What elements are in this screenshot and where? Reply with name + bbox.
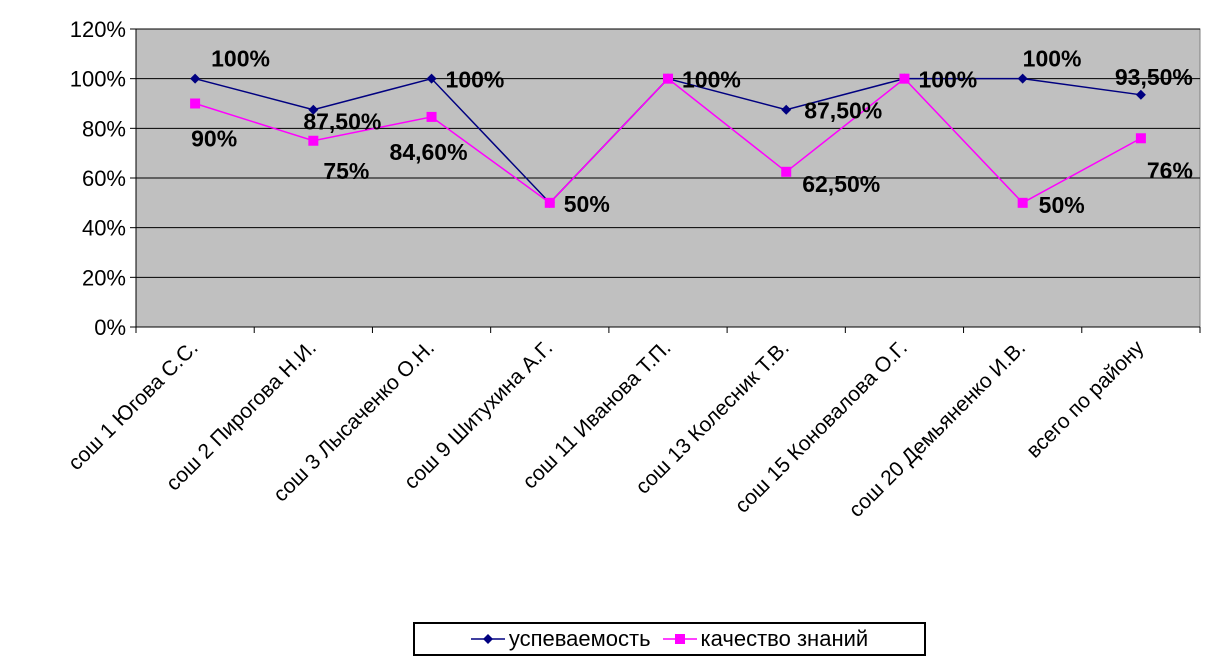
y-tick-label: 100% [70, 67, 126, 92]
data-point-series-2 [308, 135, 319, 146]
data-point-series-2 [899, 73, 910, 84]
y-tick-label: 0% [94, 315, 126, 340]
axes [130, 28, 1201, 333]
data-point-series-2 [190, 98, 201, 109]
data-label-series-2: 50% [1039, 192, 1085, 218]
data-label-series-2: 75% [323, 158, 369, 184]
data-label-series-1: 93,50% [1115, 64, 1193, 90]
data-point-series-2 [1017, 197, 1028, 208]
data-point-series-2 [663, 73, 673, 84]
data-point-series-1 [308, 104, 319, 115]
legend: успеваемость качество знаний [413, 622, 926, 656]
data-label-series-1: 100% [1023, 46, 1082, 72]
data-label-series-2: 62,50% [802, 171, 880, 197]
x-category-label: сош 1 Югова С.С. [64, 336, 203, 475]
data-label-series-1: 100% [446, 67, 505, 93]
legend-label-series-1: успеваемость [508, 626, 651, 651]
data-label-series-1: 100% [918, 67, 977, 93]
legend-marker-diamond-icon [470, 634, 505, 644]
data-label-series-1: 100% [682, 67, 741, 93]
data-point-series-1 [1017, 73, 1028, 84]
series-group [190, 73, 1146, 208]
data-labels: 100% 87,50% 100% 50% 100% 87,50% 100% 100% 93,50… [191, 46, 1193, 218]
legend-item-series-2: качество знаний [662, 626, 869, 652]
y-tick-label: 40% [82, 216, 126, 241]
data-label-series-1: 100% [211, 46, 270, 72]
data-point-series-2 [426, 111, 437, 122]
y-tick-label: 120% [70, 17, 126, 42]
data-label-series-2: 84,60% [390, 139, 468, 165]
data-label-series-2: 76% [1147, 157, 1193, 183]
data-point-series-2 [1135, 133, 1146, 144]
data-point-series-1 [1135, 89, 1146, 100]
x-category-label: всего по району [1022, 336, 1149, 463]
data-label-series-1: 50% [564, 191, 610, 217]
y-tick-label: 60% [82, 166, 126, 191]
data-point-series-2 [544, 197, 555, 208]
legend-label-series-2: качество знаний [700, 626, 869, 651]
data-label-series-1: 87,50% [303, 109, 381, 135]
data-point-series-1 [426, 73, 437, 84]
data-label-series-2: 90% [191, 126, 237, 152]
y-axis-ticks: 0% 20% 40% 60% 80% 100% 120% [70, 17, 126, 340]
data-label-series-1: 87,50% [804, 98, 882, 124]
x-axis-category-labels: сош 1 Югова С.С.сош 2 Пирогова Н.И.сош 3… [64, 336, 1149, 522]
data-point-series-1 [190, 73, 201, 84]
legend-item-series-1: успеваемость [470, 626, 651, 652]
y-tick-label: 20% [82, 265, 126, 290]
y-tick-label: 80% [82, 116, 126, 141]
legend-marker-square-icon [662, 634, 697, 644]
data-point-series-1 [781, 104, 792, 115]
data-point-series-2 [781, 166, 792, 177]
